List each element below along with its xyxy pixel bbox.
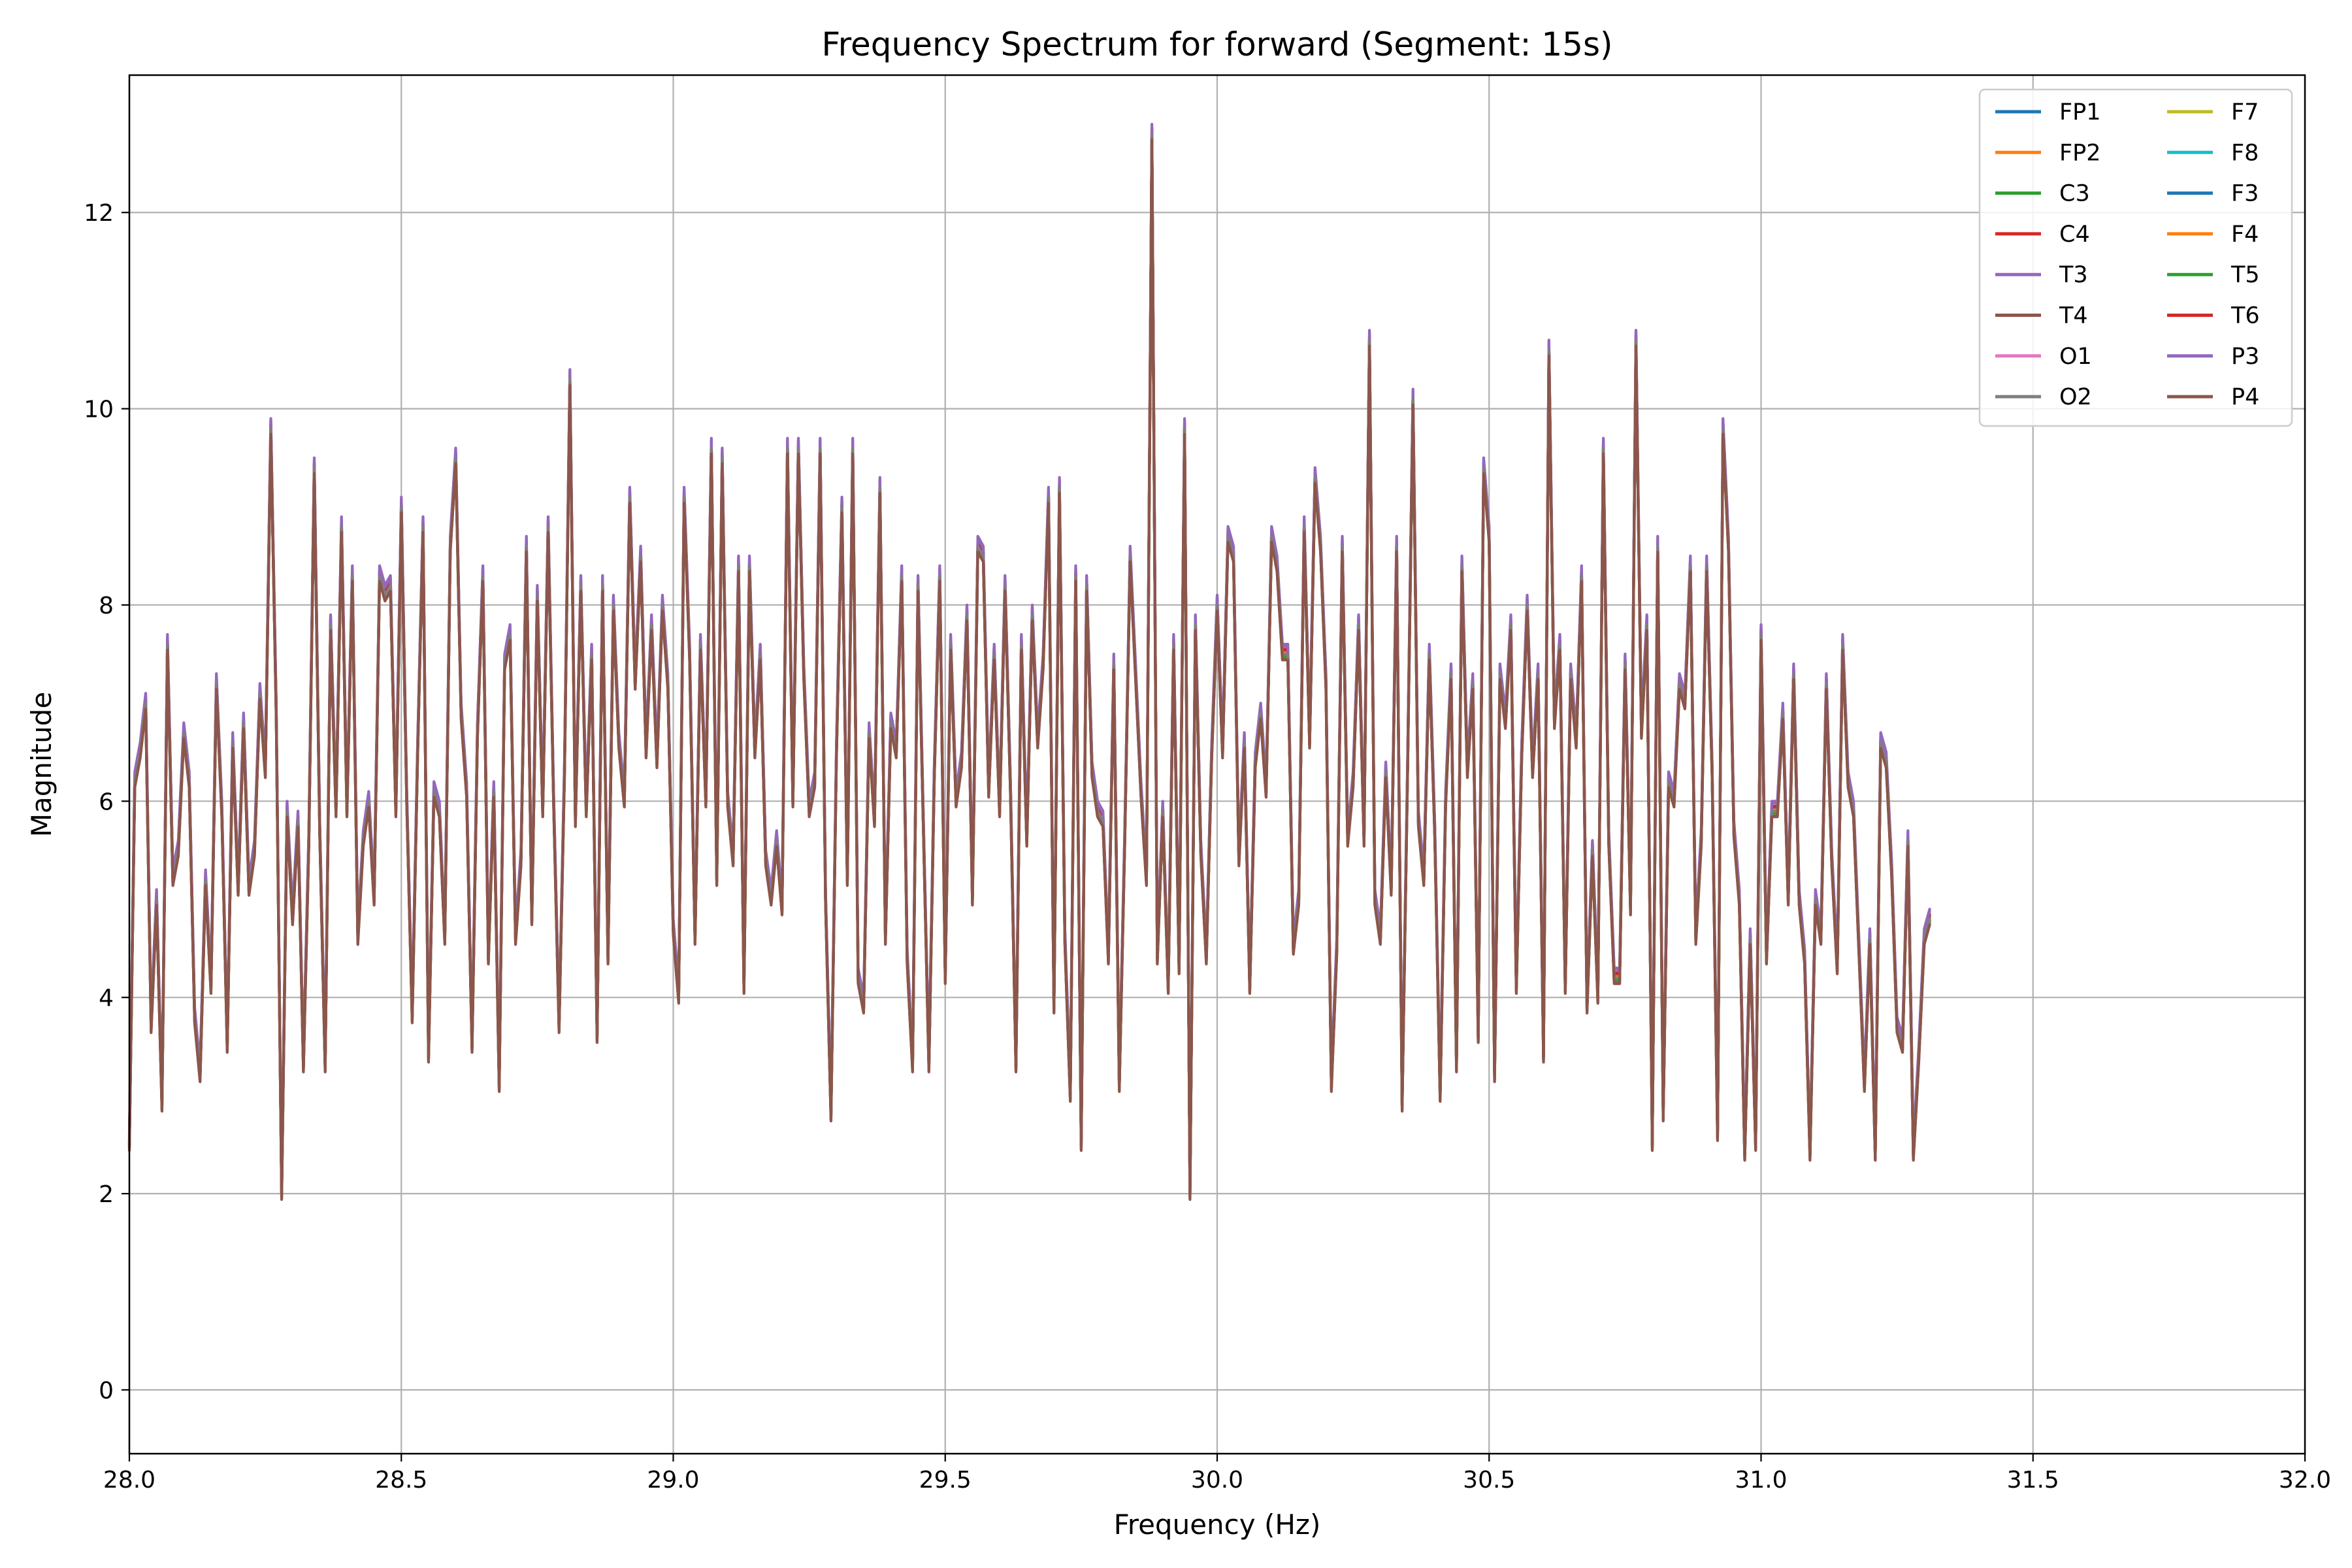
legend-label: F7 — [2231, 99, 2259, 125]
y-tick-label: 0 — [99, 1377, 114, 1404]
x-axis-label: Frequency (Hz) — [1114, 1509, 1321, 1541]
legend-label: C3 — [2059, 181, 2090, 207]
legend-label: F4 — [2231, 221, 2259, 248]
legend-label: O2 — [2059, 384, 2092, 410]
legend-label: C4 — [2059, 221, 2090, 248]
legend-label: FP1 — [2059, 99, 2101, 125]
y-tick-label: 8 — [99, 593, 114, 619]
x-tick-label: 29.0 — [647, 1467, 699, 1494]
legend-label: P4 — [2231, 384, 2259, 410]
x-tick-label: 29.5 — [919, 1467, 972, 1494]
y-tick-label: 12 — [84, 200, 114, 227]
legend-label: P3 — [2231, 344, 2259, 370]
y-tick-label: 2 — [99, 1181, 114, 1208]
legend-label: F3 — [2231, 181, 2259, 207]
series-line-p4 — [127, 139, 1931, 1201]
legend-label: T4 — [2059, 303, 2088, 329]
x-tick-label: 30.5 — [1463, 1467, 1515, 1494]
y-tick-label: 10 — [84, 397, 114, 423]
x-tick-label: 30.0 — [1191, 1467, 1243, 1494]
y-tick-label: 6 — [99, 789, 114, 815]
x-tick-label: 28.0 — [103, 1467, 155, 1494]
legend-box — [1978, 88, 2293, 427]
x-tick-label: 31.5 — [2007, 1467, 2059, 1494]
legend-label: O1 — [2059, 344, 2092, 370]
series-lines — [127, 123, 1931, 1201]
y-tick-label: 4 — [99, 985, 114, 1012]
axis-ticks: 28.0 28.5 29.0 29.5 30.0 30.5 31.0 31.5 32.0 0 2 4 6… — [84, 200, 2331, 1494]
y-axis-label: Magnitude — [25, 692, 57, 838]
legend-label: FP2 — [2059, 140, 2101, 166]
x-tick-label: 32.0 — [2279, 1467, 2331, 1494]
legend-label: T6 — [2230, 303, 2260, 329]
legend-label: F8 — [2231, 140, 2259, 166]
x-tick-label: 31.0 — [1735, 1467, 1787, 1494]
x-tick-label: 28.5 — [375, 1467, 427, 1494]
legend-label: T3 — [2059, 262, 2088, 288]
legend-label: T5 — [2230, 262, 2260, 288]
chart-title: Frequency Spectrum for forward (Segment:… — [821, 25, 1612, 63]
legend: FP1 FP2 C3 C4 T3 T4 O1 O2 F7 F8 F3 F4 T5 T6 P3 P4 — [1978, 88, 2293, 427]
